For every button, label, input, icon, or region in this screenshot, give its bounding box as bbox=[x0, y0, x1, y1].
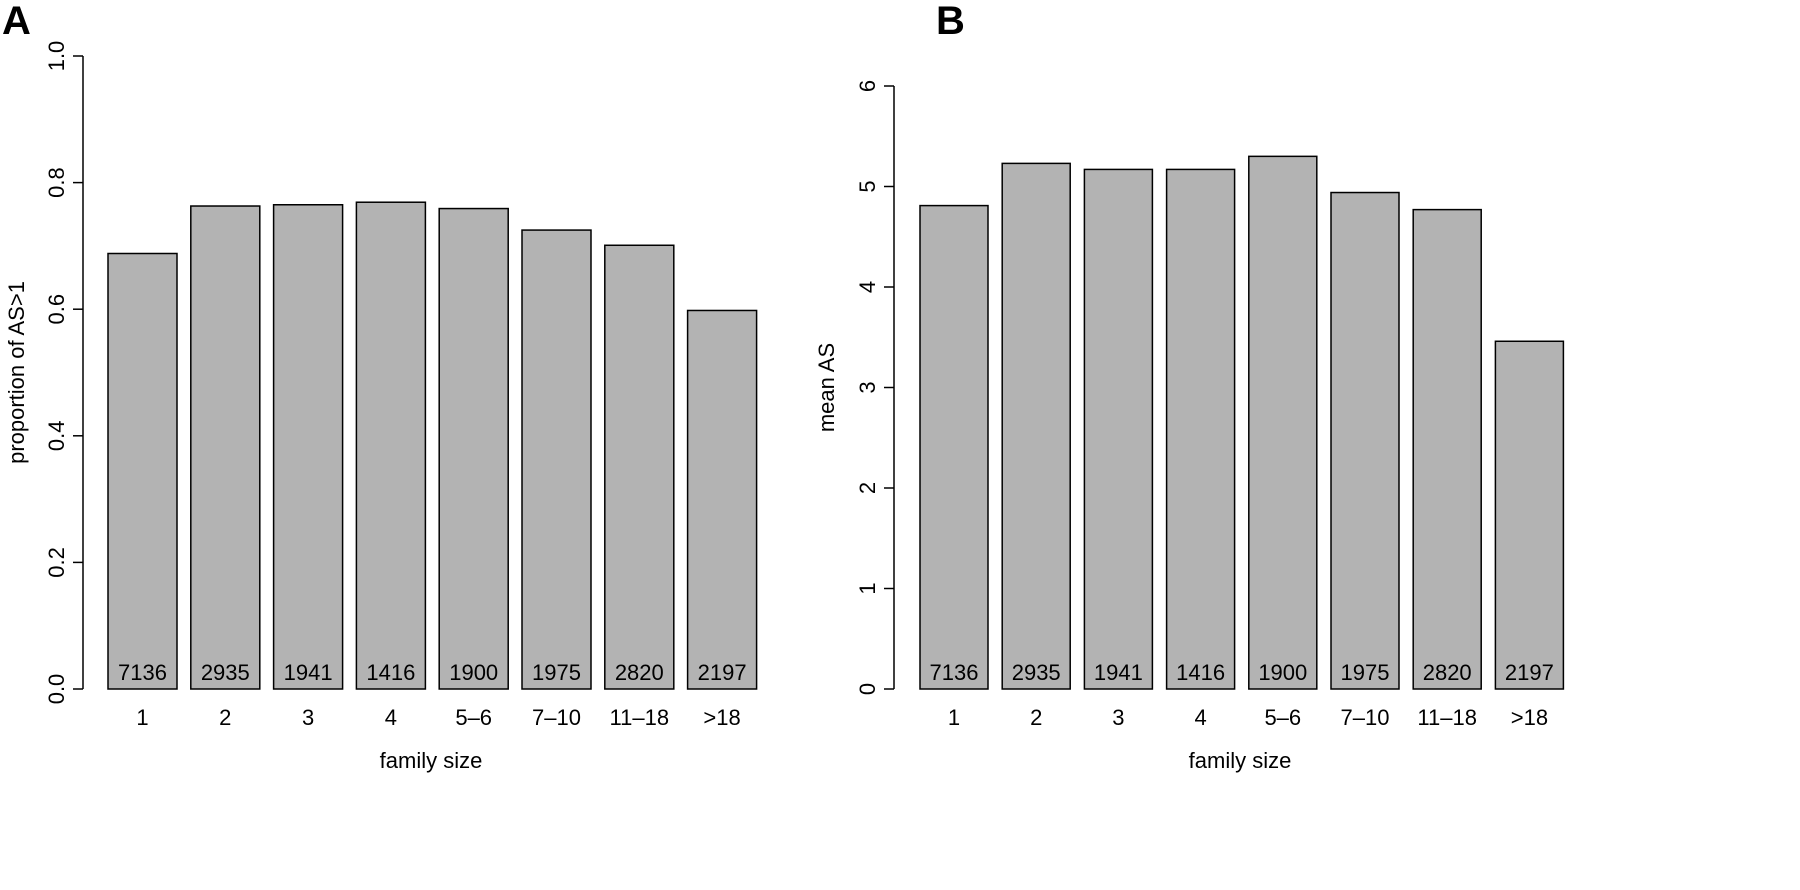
x-tick-label: 4 bbox=[1194, 705, 1206, 730]
bar bbox=[1083, 168, 1154, 690]
bar bbox=[1494, 340, 1565, 690]
y-tick-label: 0.8 bbox=[44, 167, 69, 198]
bar bbox=[355, 201, 427, 690]
bar-count-label: 2197 bbox=[698, 660, 747, 685]
x-tick-label: 11–18 bbox=[1417, 705, 1477, 730]
x-tick-label: 3 bbox=[302, 705, 314, 730]
y-tick-label: 0 bbox=[855, 683, 880, 695]
bar-count-label: 2935 bbox=[1012, 660, 1061, 685]
x-tick-label: 5–6 bbox=[455, 705, 492, 730]
bars bbox=[919, 155, 1565, 690]
bar-count-label: 7136 bbox=[930, 660, 979, 685]
y-tick-label: 0.6 bbox=[44, 294, 69, 325]
x-tick-labels: 1 2 3 4 5–6 7–10 11–18 >18 bbox=[136, 705, 740, 730]
bar-count-label: 1416 bbox=[1176, 660, 1225, 685]
bar bbox=[1001, 162, 1071, 690]
bar bbox=[1248, 155, 1318, 690]
bar bbox=[272, 204, 344, 690]
bar-labels: 7136 2935 1941 1416 1900 1975 2820 2197 bbox=[930, 660, 1554, 685]
x-tick-label: 1 bbox=[948, 705, 960, 730]
y-tick-label: 3 bbox=[855, 381, 880, 393]
bar bbox=[1330, 191, 1400, 690]
panel-b: B 7136 2935 1941 1416 1900 1975 2820 2197 0 1 2 3 4… bbox=[814, 0, 1565, 773]
x-axis-title: family size bbox=[1189, 748, 1292, 773]
bar bbox=[521, 229, 592, 690]
bar bbox=[1165, 168, 1236, 690]
y-tick-label: 1 bbox=[855, 582, 880, 594]
bar bbox=[686, 309, 758, 690]
x-tick-label: 3 bbox=[1112, 705, 1124, 730]
x-tick-label: 11–18 bbox=[610, 705, 670, 730]
x-tick-label: 2 bbox=[1030, 705, 1042, 730]
y-tick-label: 0.2 bbox=[44, 547, 69, 578]
panel-letter: A bbox=[2, 0, 31, 43]
y-tick-label: 6 bbox=[855, 80, 880, 92]
panel-a: A 7136 2935 1941 1416 1900 1975 2820 2197 0.00.… bbox=[2, 0, 758, 773]
bar bbox=[107, 252, 178, 690]
x-tick-label: >18 bbox=[1511, 705, 1548, 730]
x-tick-label: 7–10 bbox=[1341, 705, 1390, 730]
x-tick-label: 7–10 bbox=[532, 705, 581, 730]
y-tick-label: 0.0 bbox=[44, 674, 69, 705]
y-tick-label: 1.0 bbox=[44, 41, 69, 72]
panel-letter: B bbox=[936, 0, 965, 43]
bar-count-label: 2935 bbox=[201, 660, 250, 685]
bar-count-label: 1975 bbox=[532, 660, 581, 685]
y-axis-title: proportion of AS>1 bbox=[4, 281, 29, 464]
y-tick-label: 5 bbox=[855, 180, 880, 192]
y-tick-label: 0.4 bbox=[44, 421, 69, 452]
bar-count-label: 1975 bbox=[1341, 660, 1390, 685]
bar-count-label: 7136 bbox=[118, 660, 167, 685]
bar-count-label: 1416 bbox=[366, 660, 415, 685]
x-axis-title: family size bbox=[380, 748, 483, 773]
bar-labels: 7136 2935 1941 1416 1900 1975 2820 2197 bbox=[118, 660, 747, 685]
bars bbox=[107, 201, 758, 690]
bar-count-label: 1900 bbox=[1258, 660, 1307, 685]
bar-count-label: 1941 bbox=[1094, 660, 1143, 685]
y-tick-label: 2 bbox=[855, 482, 880, 494]
bar-count-label: 2197 bbox=[1505, 660, 1554, 685]
bar-count-label: 2820 bbox=[1423, 660, 1472, 685]
bar bbox=[1412, 208, 1482, 690]
x-tick-label: 5–6 bbox=[1264, 705, 1301, 730]
bar bbox=[438, 207, 509, 690]
bar-count-label: 2820 bbox=[615, 660, 664, 685]
bar bbox=[604, 244, 675, 690]
x-tick-label: 4 bbox=[385, 705, 397, 730]
bar bbox=[919, 204, 989, 690]
y-tick-label: 4 bbox=[855, 281, 880, 293]
x-tick-label: 2 bbox=[219, 705, 231, 730]
x-tick-labels: 1 2 3 4 5–6 7–10 11–18 >18 bbox=[948, 705, 1548, 730]
bar bbox=[190, 205, 261, 690]
bar-count-label: 1941 bbox=[284, 660, 333, 685]
y-ticks: 0 1 2 3 4 5 6 bbox=[855, 80, 894, 695]
x-tick-label: >18 bbox=[703, 705, 740, 730]
x-tick-label: 1 bbox=[136, 705, 148, 730]
bar-count-label: 1900 bbox=[449, 660, 498, 685]
y-ticks: 0.0 0.2 0.4 0.6 0.8 1.0 bbox=[44, 41, 83, 705]
y-axis-title: mean AS bbox=[814, 343, 839, 432]
